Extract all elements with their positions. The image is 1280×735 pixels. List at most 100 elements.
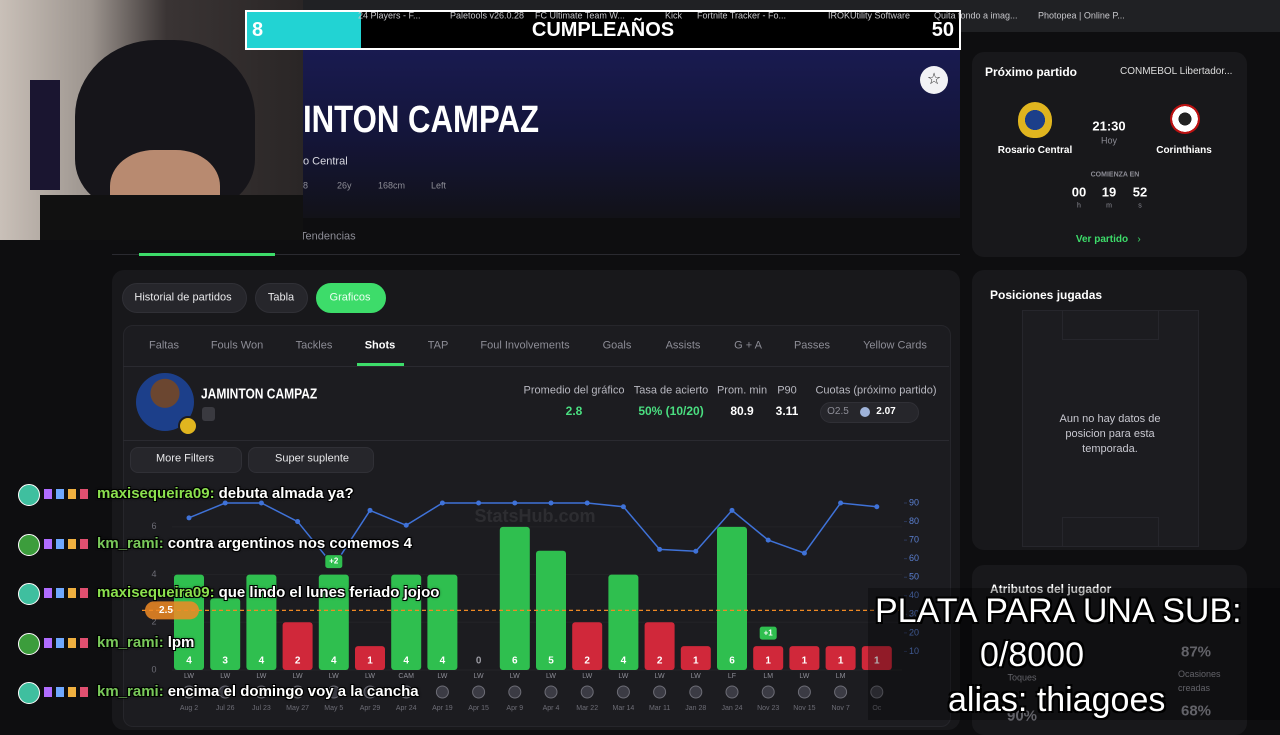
x-tick-label: Nov 15 <box>793 705 815 712</box>
chat-badges <box>44 489 94 499</box>
home-crest <box>1018 102 1052 138</box>
opponent-icon <box>399 685 413 699</box>
line-point <box>403 522 409 528</box>
view-button-label[interactable]: Graficos <box>329 291 371 304</box>
player-name: INTON CAMPAZ <box>303 99 540 141</box>
opponent-icon <box>616 685 630 699</box>
player-age: 26y <box>337 180 352 191</box>
donation-backdrop <box>868 588 1280 720</box>
stat-tab[interactable]: Yellow Cards <box>863 339 927 352</box>
stat-tab[interactable]: Fouls Won <box>210 339 264 352</box>
x-tick-label: Nov 7 <box>831 705 849 712</box>
x-tick-label: Jul 26 <box>216 705 235 712</box>
chat-text: lpm <box>167 633 195 651</box>
y2-tick-label: 60 <box>909 553 919 563</box>
player-height: 168cm <box>378 180 406 191</box>
opponent-icon <box>689 685 703 699</box>
team-badge <box>178 416 198 436</box>
x-tick-label: Oc <box>872 705 881 712</box>
kickoff-time: 21:30 <box>1092 118 1126 134</box>
filter-label[interactable]: More Filters <box>156 452 215 465</box>
home-team: Rosario Central <box>997 145 1073 156</box>
positions-message: Aun no hay datos de posicion para esta t… <box>1059 413 1161 455</box>
bar <box>680 646 711 670</box>
stat-tab[interactable]: Faltas <box>149 339 179 352</box>
view-button[interactable] <box>122 283 247 313</box>
view-button[interactable] <box>255 283 308 313</box>
bar-value-label: 2 <box>584 656 590 667</box>
filter-button[interactable] <box>130 447 242 473</box>
stat-tab[interactable]: Shots <box>364 339 396 352</box>
bar <box>246 574 277 670</box>
view-button-label[interactable]: Historial de partidos <box>134 291 232 304</box>
bar <box>427 574 458 670</box>
stat-tab[interactable]: Goals <box>602 339 632 352</box>
opponent-icon <box>363 685 377 699</box>
line-series <box>188 502 877 568</box>
x-position-label: LF <box>728 673 736 680</box>
line-point <box>765 537 771 543</box>
stat-tab[interactable]: Assists <box>665 339 701 352</box>
bar <box>608 574 639 670</box>
opponent-icon <box>653 685 667 699</box>
chat-user: maxisequeira09: <box>97 485 215 502</box>
bookmark[interactable]: Photopea | Online P... <box>1038 10 1125 21</box>
bookmark[interactable]: Fortnite Tracker - Fo... <box>697 10 787 21</box>
bookmark[interactable]: IROKUtility Software <box>828 10 911 21</box>
view-button-active[interactable] <box>316 283 386 313</box>
x-tick-label: Apr 24 <box>396 705 417 712</box>
pitch-box <box>1062 517 1159 547</box>
x-tick-label: Mar 14 <box>613 705 635 712</box>
line-point <box>367 507 373 513</box>
x-tick-label: May 27 <box>286 705 309 712</box>
y2-tick-label: 80 <box>909 516 919 526</box>
bookmark[interactable]: Paletools v26.0.28 <box>450 10 525 21</box>
opponent-icon <box>218 685 232 699</box>
opponent-icon <box>797 685 811 699</box>
filter-label[interactable]: Super suplente <box>275 452 349 465</box>
bar <box>753 646 784 670</box>
x-position-label: LM <box>836 673 846 680</box>
stat-tab[interactable]: Tackles <box>295 339 333 352</box>
y2-tick-label: 40 <box>909 590 919 600</box>
bookmark[interactable]: 24 Players - F... <box>358 10 421 21</box>
y2-tick-label: 50 <box>909 572 919 582</box>
x-position-label: LW <box>184 673 194 680</box>
line-point <box>476 500 482 506</box>
favorite-button[interactable]: ☆ <box>920 66 948 94</box>
match-link[interactable]: Ver partido <box>1075 234 1129 245</box>
summary-value: 80.9 <box>730 404 754 418</box>
countdown-unit: s <box>1138 202 1142 210</box>
stat-tab[interactable]: Foul Involvements <box>480 339 570 352</box>
filter-button[interactable] <box>248 447 374 473</box>
attributes-title: Atributos del jugador <box>990 582 1112 596</box>
x-position-label: LW <box>437 673 447 680</box>
bookmark[interactable]: FC Ultimate Team W... <box>535 10 625 21</box>
opponent-icon <box>544 685 558 699</box>
next-match-title: Próximo partido <box>985 65 1078 79</box>
view-button-label[interactable]: Tabla <box>267 291 295 304</box>
bookmark[interactable]: Kick <box>665 10 683 21</box>
filter-divider <box>123 440 949 441</box>
stat-tab[interactable]: Passes <box>793 339 831 352</box>
link-arrow[interactable]: › <box>1137 234 1141 245</box>
odds-value: 2.07 <box>876 406 896 417</box>
line-point <box>186 515 192 521</box>
page-tab[interactable]: Tendencias <box>300 230 356 243</box>
bookmark[interactable]: Quita fondo a imag... <box>934 10 1018 21</box>
bar <box>717 526 747 670</box>
opponent-icon <box>834 685 848 699</box>
x-position-label: CAM <box>398 673 414 680</box>
chat-user: maxisequeira09: <box>97 584 215 601</box>
stat-tab[interactable]: TAP <box>427 339 449 352</box>
away-team: Corinthians <box>1156 145 1212 156</box>
bar <box>861 646 892 670</box>
y-tick-label: 4 <box>151 569 156 579</box>
donation-alias: alias: thiagoes <box>948 681 1166 719</box>
opponent-icon <box>291 685 305 699</box>
pitch <box>1022 310 1199 547</box>
attribute-label: Ocasiones creadas <box>1178 669 1221 693</box>
threshold-label: 2.5 <box>159 605 173 616</box>
stat-tab[interactable]: G + A <box>734 339 762 352</box>
